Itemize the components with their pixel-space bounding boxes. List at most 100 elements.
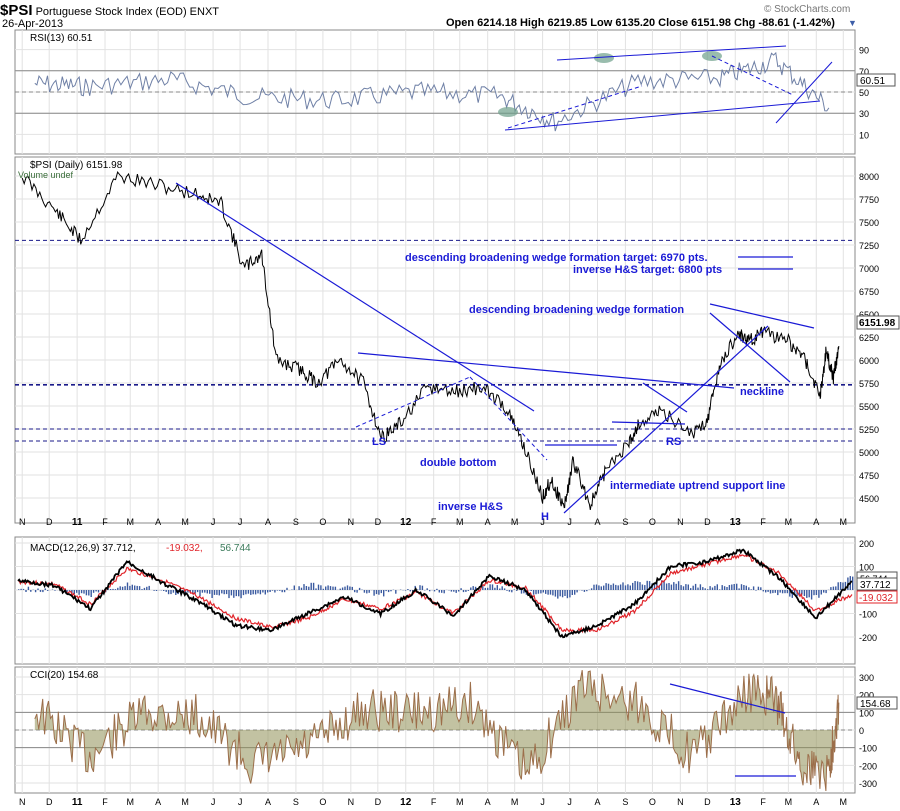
macd-histogram-bar (204, 590, 206, 593)
macd-histogram-bar (187, 590, 189, 593)
price-tick-label: 5500 (859, 402, 879, 412)
macd-histogram-bar (37, 588, 39, 590)
macd-histogram-bar (146, 586, 148, 590)
macd-histogram-bar (259, 590, 262, 595)
macd-histogram-bar (830, 587, 832, 590)
macd-histogram-bar (781, 590, 784, 594)
double-bottom-trendline (469, 376, 548, 461)
macd-last-value: 37.712 (860, 580, 891, 591)
price-tick-label: 6250 (859, 333, 879, 343)
x-axis-label-mid: N (348, 517, 355, 527)
macd-histogram-bar (286, 587, 288, 590)
price-tick-label: 7250 (859, 241, 879, 251)
macd-histogram-bar (755, 590, 757, 591)
macd-histogram-bar (375, 590, 378, 595)
x-axis-label-mid: 13 (730, 517, 742, 528)
macd-histogram-bar (252, 590, 254, 595)
wedge-target-annotation: descending broadening wedge formation ta… (405, 252, 708, 264)
x-axis-label-mid: A (485, 517, 491, 527)
macd-histogram-bar (537, 590, 540, 594)
rsi-dashed-downtrend (711, 55, 794, 96)
macd-histogram-bar (508, 590, 511, 592)
cci-line (34, 670, 840, 792)
macd-histogram-bar (719, 589, 721, 590)
macd-signal-last-box (856, 590, 898, 604)
macd-histogram-bar (298, 586, 300, 590)
macd-histogram-bar (163, 590, 165, 591)
macd-histogram-bar (574, 590, 576, 595)
macd-histogram-bar (632, 582, 634, 590)
cci-tick-label: 200 (859, 691, 874, 701)
price-tick-label: 7750 (859, 195, 879, 205)
rsi-tick-label: 30 (859, 109, 869, 119)
macd-histogram-bar (716, 584, 718, 590)
x-axis-label-mid: O (649, 517, 656, 527)
macd-histogram-bar (634, 581, 636, 590)
macd-histogram-bar (22, 588, 25, 590)
macd-tick-label: 200 (859, 539, 874, 549)
macd-histogram-bar (554, 590, 557, 597)
macd-histogram-bar (356, 590, 358, 593)
x-axis-label: N (677, 797, 684, 807)
macd-histogram-bar (835, 586, 837, 590)
macd-histogram-bar (126, 582, 129, 590)
macd-histogram-bar (433, 590, 436, 592)
macd-histogram-bar (95, 590, 97, 592)
macd-histogram-bar (518, 589, 520, 590)
macd-histogram-bar (603, 585, 605, 590)
x-axis-label-mid: M (511, 517, 519, 527)
cci-tick-label: -200 (859, 761, 877, 771)
macd-histogram-bar (511, 590, 513, 593)
macd-histogram-bar (192, 590, 194, 595)
macd-histogram-bar (707, 589, 709, 590)
macd-histogram-bar (552, 590, 554, 596)
macd-histogram-bar (44, 588, 46, 590)
macd-histogram-bar (250, 590, 252, 595)
price-tick-label: 5250 (859, 425, 879, 435)
macd-histogram-bar (736, 583, 738, 590)
macd-histogram-bar (806, 590, 808, 598)
macd-histogram-bar (42, 590, 44, 593)
macd-histogram-bar (419, 585, 421, 590)
macd-histogram-bar (593, 584, 595, 590)
x-axis-label-mid: J (238, 517, 243, 527)
macd-signal-last-value: -19.032 (859, 593, 893, 604)
x-axis-label: D (375, 797, 382, 807)
x-axis-label: 12 (400, 797, 412, 808)
x-axis-label-mid: M (785, 517, 793, 527)
macd-histogram-bar (30, 590, 32, 592)
macd-histogram-bar (71, 590, 73, 595)
macd-histogram-bar (825, 590, 827, 594)
macd-histogram-bar (699, 584, 702, 590)
x-axis-label-mid: N (677, 517, 684, 527)
exchange: ENXT (189, 6, 220, 18)
macd-histogram-bar (619, 584, 622, 590)
macd-histogram-bar (18, 589, 20, 590)
macd-histogram-bar (293, 585, 295, 590)
macd-histogram-bar (90, 590, 92, 597)
macd-histogram-bar (496, 585, 498, 590)
macd-histogram-bar (453, 590, 455, 592)
macd-histogram-bar (600, 586, 602, 590)
macd-histogram-bar (131, 584, 133, 590)
macd-histogram-bar (557, 590, 559, 599)
macd-histogram-bar (571, 590, 573, 595)
macd-histogram-bar (738, 588, 740, 590)
macd-histogram-bar (117, 587, 119, 590)
rsi-last-value: 60.51 (860, 76, 885, 87)
macd-histogram-bar (199, 590, 201, 597)
cci-tick-label: 300 (859, 673, 874, 683)
wedge-annotation: descending broadening wedge formation (469, 304, 684, 316)
x-axis-label-mid: S (293, 517, 299, 527)
macd-histogram-bar (697, 587, 699, 590)
header-dropdown-icon[interactable]: ▼ (848, 18, 857, 28)
macd-histogram-bar (687, 584, 689, 590)
macd-histogram-bar (721, 585, 723, 590)
macd-histogram-bar (852, 576, 854, 590)
macd-histogram-bar (665, 583, 668, 590)
macd-histogram-bar (646, 580, 648, 590)
macd-histogram-bar (308, 586, 310, 590)
macd-histogram-bar (769, 590, 772, 594)
macd-histogram-bar (414, 585, 416, 590)
macd-histogram-bar (438, 590, 440, 593)
